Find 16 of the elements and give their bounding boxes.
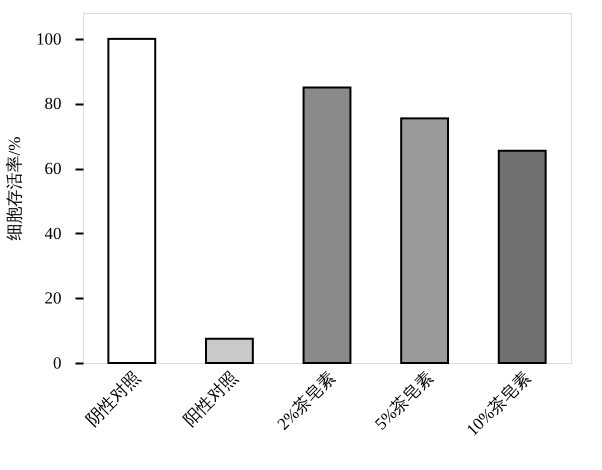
bar <box>400 117 450 364</box>
y-tick-label: 80 <box>44 94 62 114</box>
x-tick-label: 阳性对照 <box>180 368 242 430</box>
bar <box>204 338 254 364</box>
y-axis-title: 细胞存活率/% <box>5 136 24 240</box>
x-tick-label: 阴性对照 <box>82 368 144 430</box>
bar <box>302 86 352 364</box>
bar <box>107 38 156 364</box>
x-tick-label: 5%茶皂素 <box>371 368 437 434</box>
bar <box>498 150 547 364</box>
y-tick-label: 60 <box>44 159 62 178</box>
y-tick-label: 100 <box>36 29 62 48</box>
y-tick-label: 0 <box>53 354 62 372</box>
y-tick-label: 40 <box>44 224 62 243</box>
x-tick-label: 2%茶皂素 <box>273 368 340 434</box>
y-tick-label: 20 <box>44 288 62 308</box>
